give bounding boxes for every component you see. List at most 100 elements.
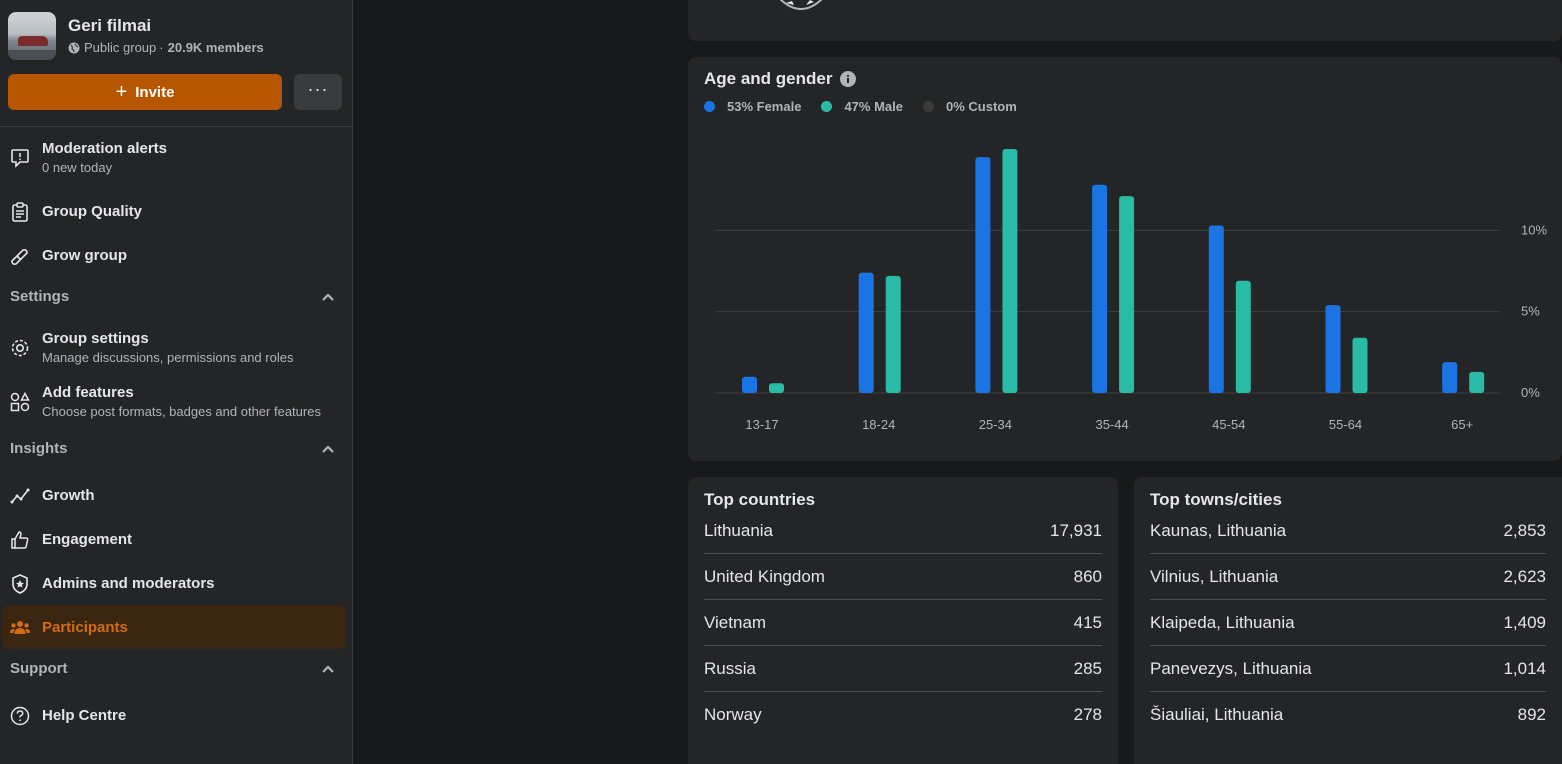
bar-female-55-64[interactable]	[1325, 305, 1341, 393]
support-section-label: Support	[10, 660, 68, 677]
section-header-support[interactable]: Support	[10, 660, 335, 677]
gear-icon	[8, 336, 32, 360]
table-row: Vietnam 415	[704, 600, 1102, 646]
sidebar-item-grow-group[interactable]: Grow group	[8, 244, 346, 268]
growth-label: Growth	[42, 487, 95, 504]
bar-male-55-64[interactable]	[1352, 337, 1368, 393]
sidebar-item-engagement[interactable]: Engagement	[8, 528, 346, 552]
legend-custom-swatch	[922, 101, 934, 112]
shapes-icon	[8, 390, 32, 414]
group-privacy: Public group	[84, 40, 157, 55]
table-row: Kaunas, Lithuania 2,853	[1150, 508, 1546, 554]
x-tick-label: 35-44	[1095, 417, 1128, 432]
legend-male[interactable]: 47% Male	[821, 99, 903, 114]
legend-female-swatch	[704, 101, 715, 112]
sidebar-item-add-features[interactable]: Add features Choose post formats, badges…	[8, 383, 346, 421]
bar-female-45-54[interactable]	[1208, 225, 1224, 393]
sidebar-item-growth[interactable]: Growth	[8, 484, 346, 508]
help-centre-label: Help Centre	[42, 707, 127, 724]
x-tick-label: 18-24	[862, 417, 895, 432]
bar-male-25-34[interactable]	[1002, 149, 1018, 393]
chevron-up-icon[interactable]	[321, 442, 335, 456]
sidebar-item-moderation-alerts[interactable]: Moderation alerts 0 new today	[8, 139, 346, 177]
sidebar-item-participants[interactable]: Participants	[8, 616, 346, 640]
plus-icon: +	[115, 81, 128, 103]
megaphone-icon	[8, 244, 32, 268]
table-row: Klaipeda, Lithuania 1,409	[1150, 600, 1546, 646]
chevron-up-icon[interactable]	[321, 662, 335, 676]
bar-female-65+[interactable]	[1442, 362, 1458, 393]
section-header-insights[interactable]: Insights	[10, 440, 335, 457]
row-value: 2,853	[1503, 520, 1546, 540]
row-value: 17,931	[1050, 520, 1102, 540]
people-group-icon	[8, 616, 32, 640]
top-cities-title: Top towns/cities	[1150, 490, 1282, 509]
more-options-button[interactable]: ···	[294, 74, 342, 110]
group-quality-label: Group Quality	[42, 203, 143, 220]
group-settings-subtitle: Manage discussions, permissions and role…	[42, 350, 294, 365]
group-settings-title: Group settings	[42, 330, 149, 347]
more-dots-icon: ···	[307, 79, 329, 99]
y-tick-label: 0%	[1521, 385, 1540, 400]
x-tick-label: 25-34	[979, 417, 1012, 432]
bar-male-65+[interactable]	[1469, 371, 1485, 393]
section-header-settings[interactable]: Settings	[10, 288, 335, 305]
row-name: Norway	[704, 705, 762, 724]
add-features-subtitle: Choose post formats, badges and other fe…	[42, 404, 321, 419]
table-row: Vilnius, Lithuania 2,623	[1150, 554, 1546, 600]
row-value: 2,623	[1503, 566, 1546, 586]
group-header[interactable]: Geri filmai Public group · 20.9K members	[8, 12, 264, 60]
age-gender-card: Age and gender 53% Female 47% Male 0% Cu…	[688, 57, 1562, 461]
legend-custom[interactable]: 0% Custom	[922, 99, 1017, 114]
sidebar-item-help-centre[interactable]: Help Centre	[8, 704, 346, 728]
admins-and-moderators-label: Admins and moderators	[42, 575, 215, 592]
clipboard-icon	[8, 200, 32, 224]
sidebar-item-group-quality[interactable]: Group Quality	[8, 200, 346, 224]
settings-section-label: Settings	[10, 288, 70, 305]
group-cover-thumbnail[interactable]	[8, 12, 56, 60]
legend-female[interactable]: 53% Female	[704, 99, 801, 114]
insights-section-label: Insights	[10, 440, 68, 457]
y-tick-label: 5%	[1521, 304, 1540, 319]
row-name: Vilnius, Lithuania	[1150, 566, 1279, 586]
sidebar-item-participants-active-bg[interactable]	[2, 605, 346, 649]
bar-male-35-44[interactable]	[1119, 196, 1135, 393]
invite-label: Invite	[135, 83, 175, 101]
age-gender-bar-chart: 0% 5% 10% 13-17 18-24 25-34 35-44 45-54 55-64 65+	[715, 149, 1547, 432]
bar-female-18-24[interactable]	[858, 272, 874, 393]
globe-icon	[68, 42, 80, 54]
y-tick-label: 10%	[1521, 222, 1547, 237]
x-tick-label: 55-64	[1329, 417, 1362, 432]
group-meta: Public group · 20.9K members	[68, 38, 264, 58]
info-icon[interactable]	[840, 71, 857, 87]
add-features-title: Add features	[42, 384, 134, 401]
top-countries-card: Top countries Lithuania 17,931 United King…	[688, 477, 1118, 764]
engagement-label: Engagement	[42, 531, 133, 548]
bar-male-45-54[interactable]	[1235, 280, 1251, 393]
bar-female-25-34[interactable]	[975, 157, 991, 393]
bar-female-13-17[interactable]	[742, 376, 757, 393]
group-name[interactable]: Geri filmai	[68, 16, 152, 35]
top-cities-list: Kaunas, Lithuania 2,853 Vilnius, Lithuania…	[1150, 508, 1546, 738]
invite-button[interactable]: + Invite	[8, 74, 282, 110]
chevron-up-icon[interactable]	[321, 290, 335, 304]
table-row: Russia 285	[704, 646, 1102, 692]
row-value: 1,409	[1503, 612, 1546, 632]
row-value: 278	[1073, 705, 1102, 724]
bar-female-35-44[interactable]	[1092, 184, 1108, 393]
grow-group-label: Grow group	[42, 247, 127, 264]
line-chart-icon	[8, 484, 32, 508]
table-row: United Kingdom 860	[704, 554, 1102, 600]
bar-male-13-17[interactable]	[769, 383, 784, 393]
row-name: Klaipeda, Lithuania	[1150, 612, 1295, 632]
participants-label: Participants	[42, 619, 128, 636]
row-name: Lithuania	[704, 520, 774, 540]
row-name: Panevezys, Lithuania	[1150, 658, 1312, 678]
sidebar-item-admins-and-moderators[interactable]: Admins and moderators	[8, 572, 346, 596]
bar-male-18-24[interactable]	[885, 275, 901, 393]
table-row: Panevezys, Lithuania 1,014	[1150, 646, 1546, 692]
sidebar: Geri filmai Public group · 20.9K members…	[0, 0, 353, 764]
sidebar-item-group-settings[interactable]: Group settings Manage discussions, permi…	[8, 329, 346, 367]
row-name: Šiauliai, Lithuania	[1150, 705, 1284, 724]
table-row: Šiauliai, Lithuania 892	[1150, 692, 1546, 738]
